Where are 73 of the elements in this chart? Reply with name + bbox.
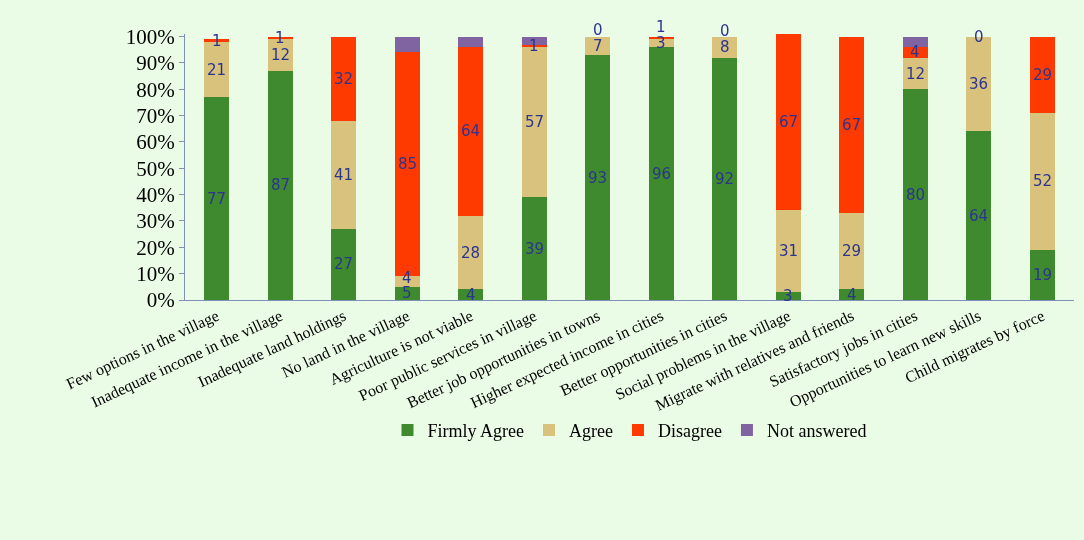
data-label: 36 — [969, 75, 989, 93]
data-label: 7 — [593, 37, 603, 55]
bar — [267, 70, 293, 300]
bar — [839, 213, 865, 290]
data-label: 87 — [271, 176, 291, 194]
bar — [458, 36, 484, 48]
legend-label: Disagree — [657, 420, 722, 441]
data-label: 64 — [969, 207, 989, 225]
data-label: 93 — [588, 169, 608, 187]
bar — [521, 197, 547, 300]
bar — [331, 36, 357, 121]
data-label: 52 — [1033, 172, 1053, 190]
data-label: 57 — [525, 113, 545, 131]
y-tick-label: 50% — [136, 156, 175, 181]
y-tick-label: 10% — [136, 262, 175, 287]
data-label: 4 — [847, 286, 857, 304]
data-label: 8 — [720, 38, 730, 56]
data-label: 19 — [1033, 266, 1053, 284]
legend-label: Agree — [569, 420, 613, 441]
y-tick-label: 40% — [136, 183, 175, 207]
data-label: 77 — [207, 190, 227, 208]
data-label: 0 — [593, 21, 603, 39]
y-tick-label: 60% — [136, 130, 175, 155]
data-label: 29 — [1033, 66, 1053, 84]
bar — [839, 36, 865, 214]
data-label: 41 — [334, 166, 354, 184]
bar — [585, 55, 611, 300]
bar — [648, 47, 674, 300]
y-tick-label: 90% — [136, 51, 175, 76]
data-label: 12 — [271, 46, 291, 64]
data-label: 1 — [212, 32, 222, 50]
y-tick-label: 30% — [136, 209, 175, 234]
data-label: 32 — [334, 70, 354, 88]
data-label: 31 — [779, 242, 799, 260]
data-label: 28 — [461, 244, 481, 262]
data-label: 80 — [906, 186, 926, 204]
y-tick-label: 0% — [146, 288, 175, 313]
legend-label: Not answered — [766, 420, 867, 441]
data-label: 67 — [842, 116, 862, 134]
bar — [331, 228, 357, 300]
bar — [458, 47, 484, 216]
data-label: 4 — [910, 43, 920, 61]
data-label: 12 — [906, 65, 926, 83]
data-label: 67 — [779, 113, 799, 131]
data-label: 85 — [398, 155, 418, 173]
y-tick-label: 100% — [125, 24, 175, 49]
data-label: 1 — [275, 29, 285, 47]
bar — [1029, 113, 1055, 250]
bar — [394, 36, 420, 53]
y-tick-label: 70% — [136, 103, 175, 128]
bar — [902, 89, 928, 300]
data-label: 92 — [715, 170, 735, 188]
data-label: 21 — [207, 61, 227, 79]
data-label: 96 — [652, 165, 672, 183]
bar — [204, 97, 230, 300]
bar — [458, 215, 484, 290]
bar — [1029, 249, 1055, 300]
data-label: 4 — [466, 286, 476, 304]
data-label: 0 — [720, 22, 730, 40]
y-tick-label: 80% — [136, 77, 175, 102]
bar — [966, 131, 992, 300]
data-label: 1 — [656, 18, 666, 36]
bar — [712, 57, 738, 300]
data-label: 5 — [402, 284, 412, 302]
bar — [331, 120, 357, 229]
data-label: 29 — [842, 242, 862, 260]
bar — [775, 34, 801, 211]
data-label: 39 — [525, 240, 545, 258]
data-label: 27 — [334, 255, 354, 273]
bar — [1029, 36, 1055, 114]
data-label: 64 — [461, 122, 481, 140]
y-tick-label: 20% — [136, 235, 175, 260]
legend-label: Firmly Agree — [427, 420, 524, 441]
